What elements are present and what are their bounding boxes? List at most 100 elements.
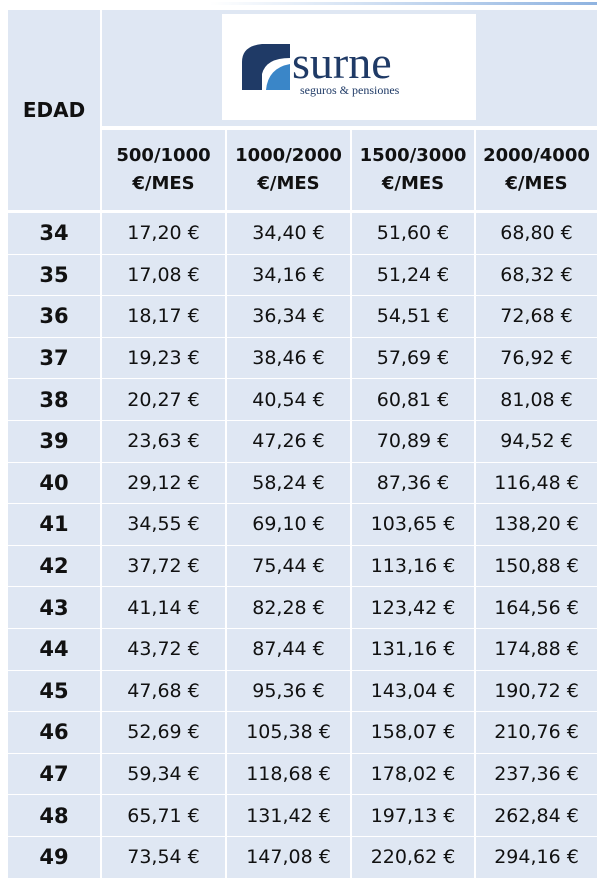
- column-header-line: €/MES: [257, 173, 320, 194]
- price-cell: 54,51 €: [352, 296, 474, 337]
- age-cell: 39: [8, 421, 100, 462]
- price-cell: 210,76 €: [476, 712, 597, 753]
- price-cell: 38,46 €: [227, 337, 350, 379]
- price-cell: 143,04 €: [352, 670, 474, 712]
- age-cell: 45: [8, 670, 100, 712]
- price-cell: 87,44 €: [227, 629, 350, 670]
- age-cell: 49: [8, 837, 100, 878]
- column-header-line: 1500/3000: [359, 145, 467, 166]
- corner-cell: EDAD: [8, 10, 100, 210]
- age-cell: 38: [8, 379, 100, 420]
- price-cell: 34,40 €: [227, 213, 350, 254]
- price-cell: 82,28 €: [227, 587, 350, 628]
- age-cell: 37: [8, 337, 100, 379]
- price-cell: 19,23 €: [102, 337, 225, 379]
- logo-tagline: seguros & pensiones: [300, 83, 400, 97]
- price-cell: 75,44 €: [227, 545, 350, 587]
- age-cell: 41: [8, 504, 100, 545]
- age-cell: 34: [8, 213, 100, 254]
- price-cell: 70,89 €: [352, 421, 474, 462]
- price-cell: 131,42 €: [227, 795, 350, 836]
- price-cell: 294,16 €: [476, 837, 597, 878]
- column-header: 500/1000 €/MES: [102, 130, 225, 210]
- price-cell: 36,34 €: [227, 296, 350, 337]
- price-cell: 174,88 €: [476, 629, 597, 670]
- price-cell: 52,69 €: [102, 712, 225, 753]
- logo-mark: [242, 44, 290, 90]
- price-cell: 147,08 €: [227, 837, 350, 878]
- column-header-line: 500/1000: [116, 145, 211, 166]
- column-header: 1500/3000 €/MES: [352, 130, 474, 210]
- price-cell: 37,72 €: [102, 545, 225, 587]
- column-header-line: €/MES: [132, 173, 195, 194]
- price-cell: 47,26 €: [227, 421, 350, 462]
- price-cell: 47,68 €: [102, 670, 225, 712]
- price-cell: 262,84 €: [476, 795, 597, 836]
- logo: surne seguros & pensiones: [222, 14, 476, 120]
- logo-name: surne: [292, 37, 392, 88]
- price-cell: 65,71 €: [102, 795, 225, 836]
- top-accent: [210, 2, 597, 5]
- price-cell: 197,13 €: [352, 795, 474, 836]
- price-cell: 123,42 €: [352, 587, 474, 628]
- column-header-line: 2000/4000: [483, 145, 590, 166]
- price-cell: 51,60 €: [352, 213, 474, 254]
- price-cell: 58,24 €: [227, 462, 350, 504]
- price-cell: 60,81 €: [352, 379, 474, 420]
- price-cell: 34,16 €: [227, 254, 350, 296]
- price-cell: 59,34 €: [102, 753, 225, 795]
- price-cell: 17,08 €: [102, 254, 225, 296]
- price-cell: 95,36 €: [227, 670, 350, 712]
- price-cell: 34,55 €: [102, 504, 225, 545]
- price-cell: 131,16 €: [352, 629, 474, 670]
- price-cell: 105,38 €: [227, 712, 350, 753]
- age-cell: 48: [8, 795, 100, 836]
- price-cell: 51,24 €: [352, 254, 474, 296]
- price-cell: 94,52 €: [476, 421, 597, 462]
- price-cell: 68,32 €: [476, 254, 597, 296]
- logo-mark-accent: [266, 64, 290, 90]
- age-cell: 44: [8, 629, 100, 670]
- price-cell: 138,20 €: [476, 504, 597, 545]
- price-cell: 220,62 €: [352, 837, 474, 878]
- age-cell: 47: [8, 753, 100, 795]
- price-cell: 57,69 €: [352, 337, 474, 379]
- price-cell: 29,12 €: [102, 462, 225, 504]
- price-cell: 43,72 €: [102, 629, 225, 670]
- column-header-line: 1000/2000: [235, 145, 342, 166]
- price-cell: 113,16 €: [352, 545, 474, 587]
- price-cell: 40,54 €: [227, 379, 350, 420]
- age-cell: 35: [8, 254, 100, 296]
- price-cell: 18,17 €: [102, 296, 225, 337]
- price-cell: 178,02 €: [352, 753, 474, 795]
- age-cell: 46: [8, 712, 100, 753]
- age-cell: 36: [8, 296, 100, 337]
- price-cell: 190,72 €: [476, 670, 597, 712]
- price-cell: 41,14 €: [102, 587, 225, 628]
- price-cell: 76,92 €: [476, 337, 597, 379]
- price-cell: 81,08 €: [476, 379, 597, 420]
- column-header: 2000/4000 €/MES: [476, 130, 597, 210]
- price-cell: 73,54 €: [102, 837, 225, 878]
- price-cell: 237,36 €: [476, 753, 597, 795]
- price-cell: 87,36 €: [352, 462, 474, 504]
- age-cell: 42: [8, 545, 100, 587]
- price-cell: 103,65 €: [352, 504, 474, 545]
- price-cell: 23,63 €: [102, 421, 225, 462]
- price-cell: 69,10 €: [227, 504, 350, 545]
- price-cell: 150,88 €: [476, 545, 597, 587]
- price-cell: 158,07 €: [352, 712, 474, 753]
- price-cell: 116,48 €: [476, 462, 597, 504]
- price-cell: 164,56 €: [476, 587, 597, 628]
- price-cell: 68,80 €: [476, 213, 597, 254]
- column-header-line: €/MES: [381, 173, 445, 194]
- price-cell: 17,20 €: [102, 213, 225, 254]
- price-cell: 118,68 €: [227, 753, 350, 795]
- age-cell: 40: [8, 462, 100, 504]
- column-header-line: €/MES: [505, 173, 568, 194]
- price-cell: 72,68 €: [476, 296, 597, 337]
- age-cell: 43: [8, 587, 100, 628]
- column-header: 1000/2000 €/MES: [227, 130, 350, 210]
